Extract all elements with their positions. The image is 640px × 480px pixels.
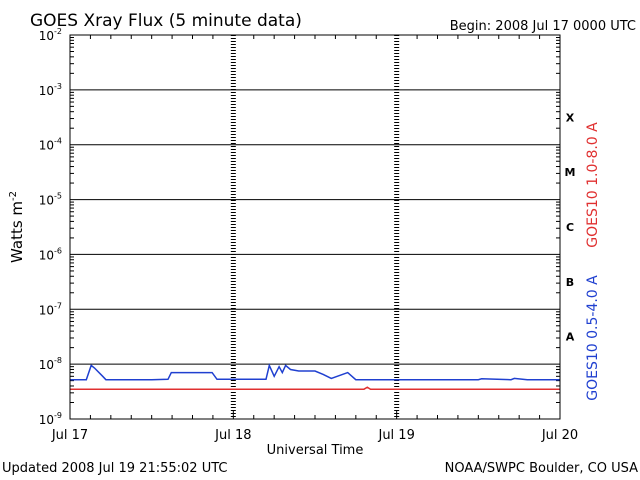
y-tick-base: 10 <box>39 139 54 153</box>
y-tick-exp: -7 <box>54 301 62 310</box>
flare-class-label: B <box>566 276 574 289</box>
x-tick-label: Jul 17 <box>51 428 88 443</box>
y-axis: 10-210-310-410-510-610-710-810-9 <box>39 27 62 427</box>
series-lines <box>70 363 560 390</box>
flare-class-label: C <box>566 221 574 234</box>
x-tick-label: Jul 19 <box>377 428 414 443</box>
plot-frame <box>69 34 561 420</box>
flare-class-label: M <box>565 166 576 179</box>
y-tick-label: 10-7 <box>39 301 62 317</box>
flare-class-label: X <box>566 111 575 124</box>
y-tick-exp: -3 <box>54 82 62 91</box>
y-tick-label: 10-8 <box>39 356 62 372</box>
legend-long: GOES10 1.0-8.0 A <box>585 122 601 248</box>
y-tick-base: 10 <box>39 303 54 317</box>
begin-label: Begin: 2008 Jul 17 0000 UTC <box>450 19 636 34</box>
x-tick-label: Jul 18 <box>214 428 251 443</box>
y-tick-base: 10 <box>39 29 54 43</box>
flare-class-label: A <box>566 331 575 344</box>
legend-short: GOES10 0.5-4.0 A <box>585 275 601 401</box>
y-tick-base: 10 <box>39 413 54 427</box>
x-tick-label: Jul 20 <box>541 428 578 443</box>
x-axis-label: Universal Time <box>267 443 364 458</box>
y-tick-label: 10-3 <box>39 82 62 98</box>
legend-short-label: GOES10 0.5-4.0 A <box>585 275 601 401</box>
y-axis-label-text: Watts m <box>8 201 26 263</box>
flare-class-labels: X M C B A <box>565 111 576 343</box>
y-axis-label-sup: -2 <box>8 191 19 201</box>
y-tick-base: 10 <box>39 358 54 372</box>
y-tick-label: 10-4 <box>39 137 62 153</box>
y-tick-exp: -2 <box>54 27 62 36</box>
y-tick-exp: -8 <box>54 356 62 365</box>
series-line <box>70 386 560 390</box>
chart-title: GOES Xray Flux (5 minute data) <box>30 11 302 31</box>
series-line <box>70 363 560 381</box>
y-tick-base: 10 <box>39 84 54 98</box>
grid <box>70 35 560 419</box>
footer-updated: Updated 2008 Jul 19 21:55:02 UTC <box>2 461 227 476</box>
footer-source: NOAA/SWPC Boulder, CO USA <box>445 461 638 476</box>
y-tick-label: 10-6 <box>39 246 62 262</box>
y-axis-label: Watts m-2 <box>8 191 26 263</box>
y-tick-exp: -4 <box>54 137 62 146</box>
y-tick-base: 10 <box>39 248 54 262</box>
x-axis: Jul 17 Jul 18 Jul 19 Jul 20 <box>51 35 578 443</box>
y-tick-label: 10-9 <box>39 411 62 427</box>
y-tick-label: 10-5 <box>39 192 62 208</box>
y-tick-exp: -5 <box>54 192 62 201</box>
y-tick-exp: -9 <box>54 411 62 420</box>
legend-long-label: GOES10 1.0-8.0 A <box>585 122 601 248</box>
y-axis-label-group: Watts m-2 <box>8 191 26 263</box>
y-tick-label: 10-2 <box>39 27 62 43</box>
y-tick-exp: -6 <box>54 246 62 255</box>
y-tick-base: 10 <box>39 194 54 208</box>
